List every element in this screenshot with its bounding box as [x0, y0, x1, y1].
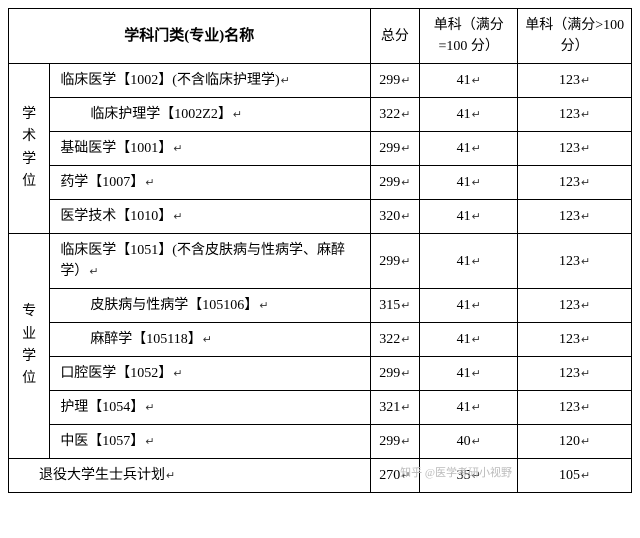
row-name: 口腔医学【1052】↵ — [50, 357, 370, 391]
row-sub2: 123↵ — [518, 357, 632, 391]
header-sub1: 单科（满分=100 分） — [420, 9, 518, 64]
category-label: 专业学位 — [9, 234, 50, 459]
row-sub1: 41↵ — [420, 234, 518, 289]
row-sub2: 123↵ — [518, 64, 632, 98]
row-sub1: 40↵ — [420, 425, 518, 459]
row-sub1: 41↵ — [420, 200, 518, 234]
row-sub2: 123↵ — [518, 200, 632, 234]
footer-total: 270↵ — [370, 459, 420, 493]
footer-row: 退役大学生士兵计划↵270↵35↵知乎 @医学考研小视野105↵ — [9, 459, 632, 493]
row-sub1: 41↵ — [420, 357, 518, 391]
table-row: 中医【1057】↵299↵40↵120↵ — [9, 425, 632, 459]
row-total: 299↵ — [370, 132, 420, 166]
footer-name: 退役大学生士兵计划↵ — [9, 459, 371, 493]
row-name: 皮肤病与性病学【105106】↵ — [50, 289, 370, 323]
row-sub2: 123↵ — [518, 234, 632, 289]
row-name: 麻醉学【105118】↵ — [50, 323, 370, 357]
row-name: 临床医学【1051】(不含皮肤病与性病学、麻醉学）↵ — [50, 234, 370, 289]
table-row: 麻醉学【105118】↵322↵41↵123↵ — [9, 323, 632, 357]
row-sub2: 123↵ — [518, 132, 632, 166]
row-name: 临床医学【1002】(不含临床护理学)↵ — [50, 64, 370, 98]
row-sub2: 123↵ — [518, 166, 632, 200]
row-total: 320↵ — [370, 200, 420, 234]
row-sub2: 123↵ — [518, 289, 632, 323]
row-name: 基础医学【1001】↵ — [50, 132, 370, 166]
footer-sub1: 35↵知乎 @医学考研小视野 — [420, 459, 518, 493]
row-sub1: 41↵ — [420, 98, 518, 132]
header-name: 学科门类(专业)名称 — [9, 9, 371, 64]
row-total: 299↵ — [370, 357, 420, 391]
row-total: 322↵ — [370, 323, 420, 357]
table-row: 药学【1007】↵299↵41↵123↵ — [9, 166, 632, 200]
table-row: 口腔医学【1052】↵299↵41↵123↵ — [9, 357, 632, 391]
row-sub1: 41↵ — [420, 391, 518, 425]
table-row: 临床护理学【1002Z2】↵322↵41↵123↵ — [9, 98, 632, 132]
score-table: 学科门类(专业)名称 总分 单科（满分=100 分） 单科（满分>100分） 学… — [8, 8, 632, 493]
row-sub1: 41↵ — [420, 132, 518, 166]
row-total: 321↵ — [370, 391, 420, 425]
row-total: 299↵ — [370, 166, 420, 200]
table-row: 护理【1054】↵321↵41↵123↵ — [9, 391, 632, 425]
row-sub2: 120↵ — [518, 425, 632, 459]
table-row: 学术学位临床医学【1002】(不含临床护理学)↵299↵41↵123↵ — [9, 64, 632, 98]
header-total: 总分 — [370, 9, 420, 64]
row-name: 药学【1007】↵ — [50, 166, 370, 200]
row-total: 299↵ — [370, 64, 420, 98]
header-row: 学科门类(专业)名称 总分 单科（满分=100 分） 单科（满分>100分） — [9, 9, 632, 64]
row-total: 299↵ — [370, 425, 420, 459]
header-sub2: 单科（满分>100分） — [518, 9, 632, 64]
row-sub1: 41↵ — [420, 166, 518, 200]
row-sub1: 41↵ — [420, 323, 518, 357]
row-sub1: 41↵ — [420, 289, 518, 323]
row-sub1: 41↵ — [420, 64, 518, 98]
table-body: 学术学位临床医学【1002】(不含临床护理学)↵299↵41↵123↵临床护理学… — [9, 64, 632, 493]
row-sub2: 123↵ — [518, 323, 632, 357]
table-row: 医学技术【1010】↵320↵41↵123↵ — [9, 200, 632, 234]
row-name: 临床护理学【1002Z2】↵ — [50, 98, 370, 132]
category-label: 学术学位 — [9, 64, 50, 234]
footer-sub2: 105↵ — [518, 459, 632, 493]
table-row: 专业学位临床医学【1051】(不含皮肤病与性病学、麻醉学）↵299↵41↵123… — [9, 234, 632, 289]
row-sub2: 123↵ — [518, 98, 632, 132]
row-total: 322↵ — [370, 98, 420, 132]
row-name: 医学技术【1010】↵ — [50, 200, 370, 234]
table-row: 基础医学【1001】↵299↵41↵123↵ — [9, 132, 632, 166]
row-total: 299↵ — [370, 234, 420, 289]
table-row: 皮肤病与性病学【105106】↵315↵41↵123↵ — [9, 289, 632, 323]
row-sub2: 123↵ — [518, 391, 632, 425]
row-name: 护理【1054】↵ — [50, 391, 370, 425]
row-total: 315↵ — [370, 289, 420, 323]
row-name: 中医【1057】↵ — [50, 425, 370, 459]
